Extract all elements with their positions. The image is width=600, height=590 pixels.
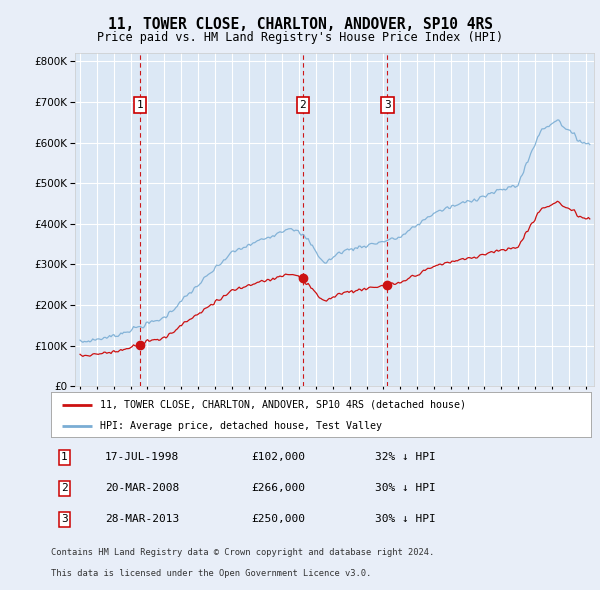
Text: Contains HM Land Registry data © Crown copyright and database right 2024.: Contains HM Land Registry data © Crown c… — [51, 548, 434, 557]
Text: Price paid vs. HM Land Registry's House Price Index (HPI): Price paid vs. HM Land Registry's House … — [97, 31, 503, 44]
Text: 20-MAR-2008: 20-MAR-2008 — [105, 483, 179, 493]
Text: £250,000: £250,000 — [251, 514, 305, 525]
Text: 11, TOWER CLOSE, CHARLTON, ANDOVER, SP10 4RS: 11, TOWER CLOSE, CHARLTON, ANDOVER, SP10… — [107, 17, 493, 31]
Text: 2: 2 — [61, 483, 68, 493]
Text: 30% ↓ HPI: 30% ↓ HPI — [375, 483, 436, 493]
Text: 3: 3 — [61, 514, 68, 525]
Text: 17-JUL-1998: 17-JUL-1998 — [105, 452, 179, 462]
Text: 11, TOWER CLOSE, CHARLTON, ANDOVER, SP10 4RS (detached house): 11, TOWER CLOSE, CHARLTON, ANDOVER, SP10… — [100, 400, 466, 409]
Text: 2: 2 — [299, 100, 306, 110]
Text: 1: 1 — [61, 452, 68, 462]
Text: £266,000: £266,000 — [251, 483, 305, 493]
Text: This data is licensed under the Open Government Licence v3.0.: This data is licensed under the Open Gov… — [51, 569, 371, 578]
Text: 1: 1 — [136, 100, 143, 110]
Text: 28-MAR-2013: 28-MAR-2013 — [105, 514, 179, 525]
Text: 32% ↓ HPI: 32% ↓ HPI — [375, 452, 436, 462]
Text: £102,000: £102,000 — [251, 452, 305, 462]
Text: 30% ↓ HPI: 30% ↓ HPI — [375, 514, 436, 525]
Text: HPI: Average price, detached house, Test Valley: HPI: Average price, detached house, Test… — [100, 421, 382, 431]
Text: 3: 3 — [384, 100, 391, 110]
